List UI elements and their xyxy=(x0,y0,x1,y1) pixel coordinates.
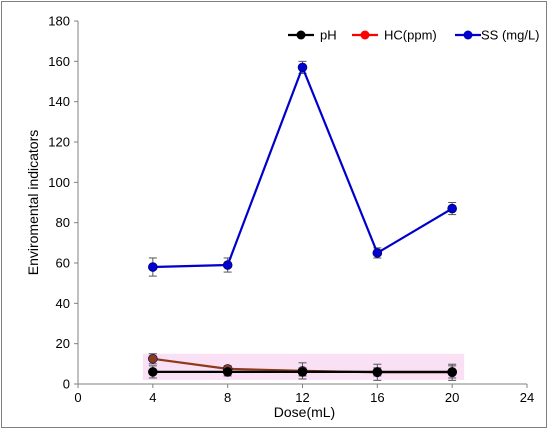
y-tick-label: 40 xyxy=(56,296,70,311)
data-point xyxy=(447,367,457,377)
y-tick-labels: 0 20 40 60 80 100 120 140 160 180 xyxy=(48,14,78,392)
data-point xyxy=(372,248,383,258)
x-tick-label: 24 xyxy=(520,390,534,405)
y-tick-label: 0 xyxy=(63,377,70,392)
y-tick-label: 180 xyxy=(48,14,70,29)
data-point xyxy=(148,353,158,364)
axes xyxy=(77,21,527,385)
legend-item-2: SS (mg/L) xyxy=(455,28,540,43)
data-point xyxy=(297,367,308,377)
legend-marker xyxy=(360,30,370,40)
series-0 xyxy=(148,365,457,379)
y-tick-label: 120 xyxy=(48,135,70,150)
legend-marker xyxy=(296,30,306,40)
y-tick-label: 140 xyxy=(48,94,70,109)
y-tick-label: 80 xyxy=(56,215,70,230)
series-layer xyxy=(148,60,457,381)
legend-label: SS (mg/L) xyxy=(481,28,540,43)
legend-label: pH xyxy=(320,28,337,43)
legend: pH HC(ppm) SS (mg/L) xyxy=(288,28,540,43)
x-tick-label: 0 xyxy=(74,390,81,405)
x-tick-label: 12 xyxy=(295,390,309,405)
y-tick-label: 100 xyxy=(48,175,70,190)
data-point xyxy=(447,203,457,214)
data-point xyxy=(222,260,233,270)
data-point xyxy=(148,367,158,377)
x-tick-label: 16 xyxy=(370,390,384,405)
y-tick-label: 60 xyxy=(56,256,70,271)
data-point xyxy=(148,262,158,272)
y-tick-label: 20 xyxy=(56,336,70,351)
series-2 xyxy=(148,60,457,277)
x-tick-labels: 0 4 8 12 16 20 24 xyxy=(74,384,534,405)
y-tick-label: 160 xyxy=(48,54,70,69)
x-tick-label: 4 xyxy=(149,390,156,405)
x-axis-title: Dose(mL) xyxy=(274,404,335,420)
y-axis-title: Enviromental indicators xyxy=(25,130,41,276)
legend-item-0: pH xyxy=(288,28,337,43)
series-line xyxy=(152,64,453,269)
data-point xyxy=(372,367,383,377)
data-point xyxy=(222,367,233,377)
x-tick-label: 20 xyxy=(445,390,459,405)
x-tick-label: 8 xyxy=(224,390,231,405)
legend-label: HC(ppm) xyxy=(384,28,437,43)
legend-item-1: HC(ppm) xyxy=(352,28,437,43)
legend-marker xyxy=(463,30,473,40)
data-point xyxy=(297,62,308,73)
